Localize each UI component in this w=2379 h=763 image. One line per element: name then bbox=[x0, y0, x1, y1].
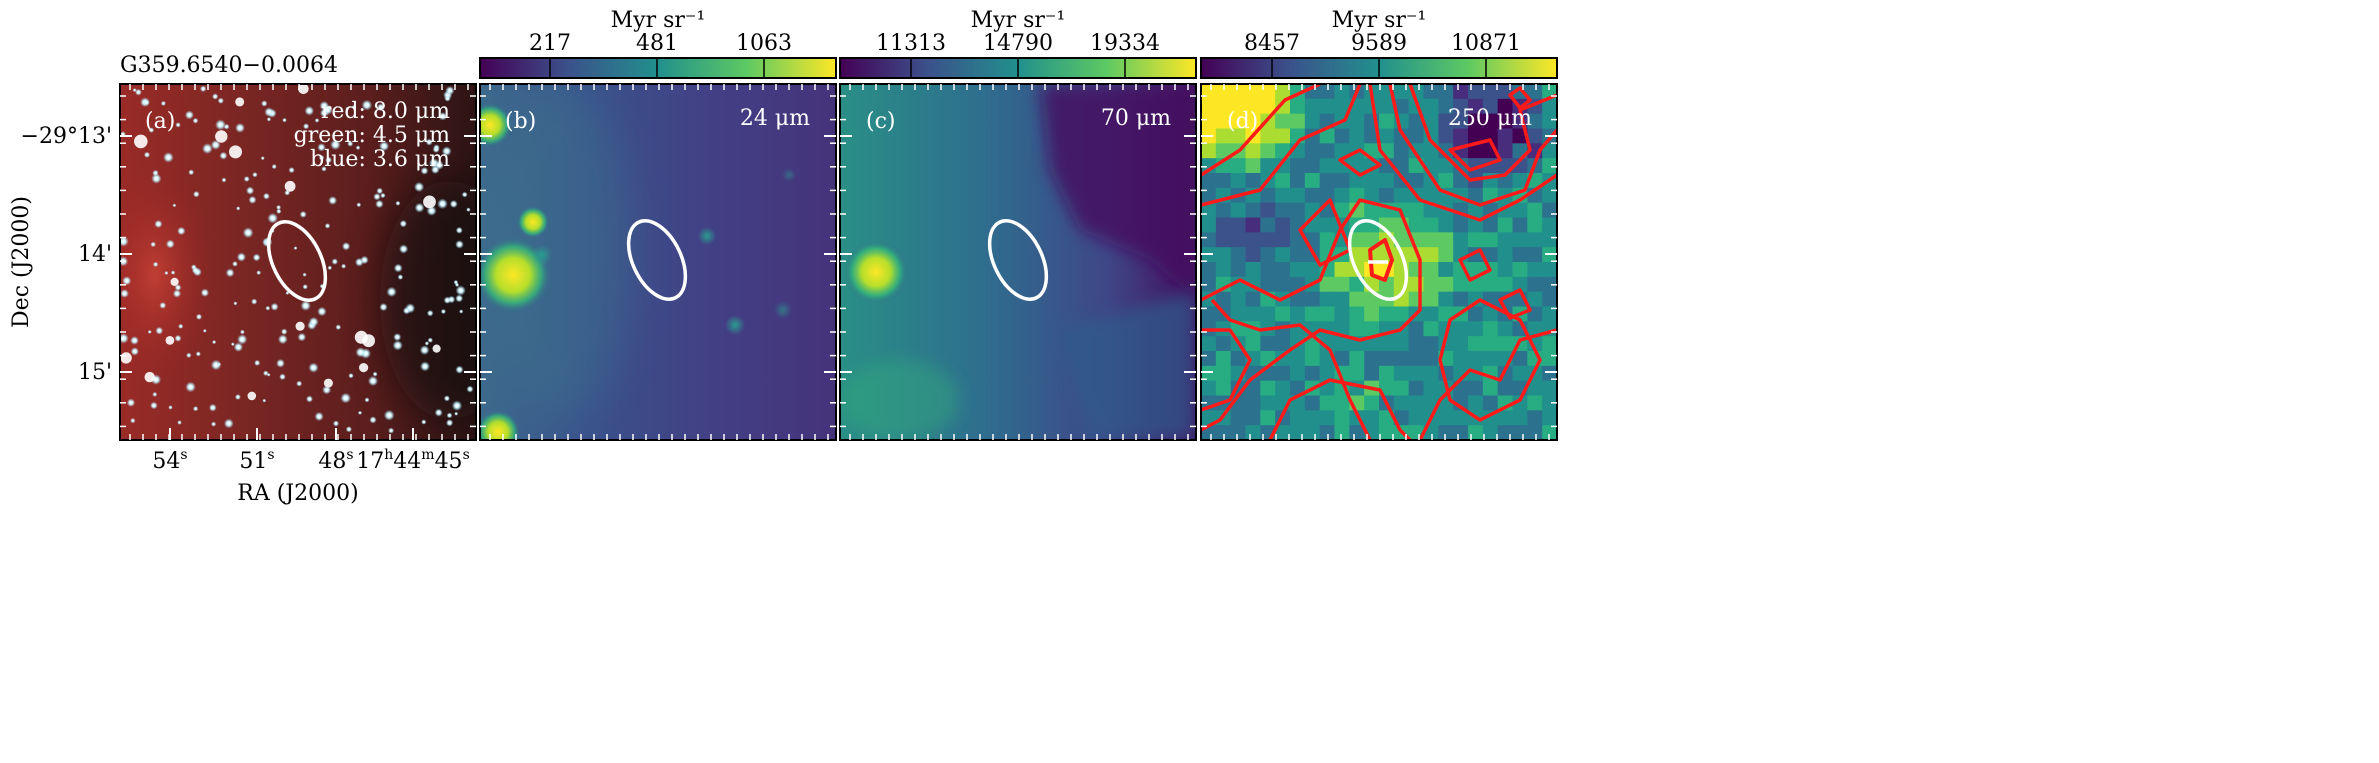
ra-tick-4: 17h44m45s bbox=[356, 447, 470, 474]
source-ellipse-a bbox=[266, 220, 328, 302]
ra-tick-3: 48s bbox=[318, 447, 353, 474]
panel-d-letter: (d) bbox=[1227, 109, 1258, 134]
colorbar-b-tick-1: 217 bbox=[529, 31, 571, 56]
panel-b-wavelength: 24 μm bbox=[740, 106, 810, 131]
colorbar-c-tick-2: 14790 bbox=[983, 31, 1053, 56]
colorbar-d-unit: Myr sr⁻¹ bbox=[1332, 8, 1427, 33]
y-axis-label: Dec (J2000) bbox=[9, 196, 34, 328]
dec-tick-2: 14' bbox=[78, 242, 112, 267]
panel-b-letter: (b) bbox=[505, 109, 536, 134]
x-axis-label: RA (J2000) bbox=[237, 481, 358, 506]
axis-ticks bbox=[120, 84, 1557, 440]
colorbar-b: Myr sr⁻¹ 217 481 1063 bbox=[479, 8, 837, 79]
colorbar-c: Myr sr⁻¹ 11313 14790 19334 bbox=[839, 8, 1197, 79]
colorbar-b-unit: Myr sr⁻¹ bbox=[611, 8, 706, 33]
dec-tick-3: 15' bbox=[78, 360, 112, 385]
panel-a-legend-blue: blue: 3.6 μm bbox=[310, 147, 450, 172]
ra-tick-1: 54s bbox=[152, 447, 187, 474]
colorbar-c-tick-3: 19334 bbox=[1090, 31, 1160, 56]
panel-frames bbox=[119, 83, 1558, 441]
star-field bbox=[120, 84, 474, 434]
colorbar-d: Myr sr⁻¹ 8457 9589 10871 bbox=[1200, 8, 1558, 79]
panel-a-letter: (a) bbox=[145, 109, 175, 134]
panel-c-image bbox=[840, 84, 1196, 440]
source-ellipses bbox=[266, 219, 1409, 302]
colorbar-d-tick-1: 8457 bbox=[1244, 31, 1300, 56]
dec-tick-1: −29°13' bbox=[21, 124, 112, 149]
source-ellipse-d bbox=[1347, 219, 1409, 301]
colorbar-d-tick-3: 10871 bbox=[1451, 31, 1521, 56]
ra-tick-2: 51s bbox=[239, 447, 274, 474]
colorbar-c-unit: Myr sr⁻¹ bbox=[971, 8, 1066, 33]
colorbar-b-tick-3: 1063 bbox=[736, 31, 792, 56]
colorbar-b-tick-2: 481 bbox=[636, 31, 678, 56]
panel-d-wavelength: 250 μm bbox=[1448, 106, 1532, 131]
source-ellipse-c bbox=[987, 219, 1049, 301]
panel-a-legend-green: green: 4.5 μm bbox=[294, 123, 450, 148]
panel-a-image bbox=[120, 84, 476, 440]
contours bbox=[1201, 84, 1557, 440]
colorbar-d-tick-2: 9589 bbox=[1351, 31, 1407, 56]
colorbar-c-tick-1: 11313 bbox=[876, 31, 946, 56]
panel-c-wavelength: 70 μm bbox=[1101, 106, 1171, 131]
source-name: G359.6540−0.0064 bbox=[120, 53, 338, 78]
panel-a-legend-red: red: 8.0 μm bbox=[321, 99, 450, 124]
panel-c-letter: (c) bbox=[866, 109, 896, 134]
source-ellipse-b bbox=[626, 219, 688, 301]
panel-b-image bbox=[480, 84, 836, 440]
